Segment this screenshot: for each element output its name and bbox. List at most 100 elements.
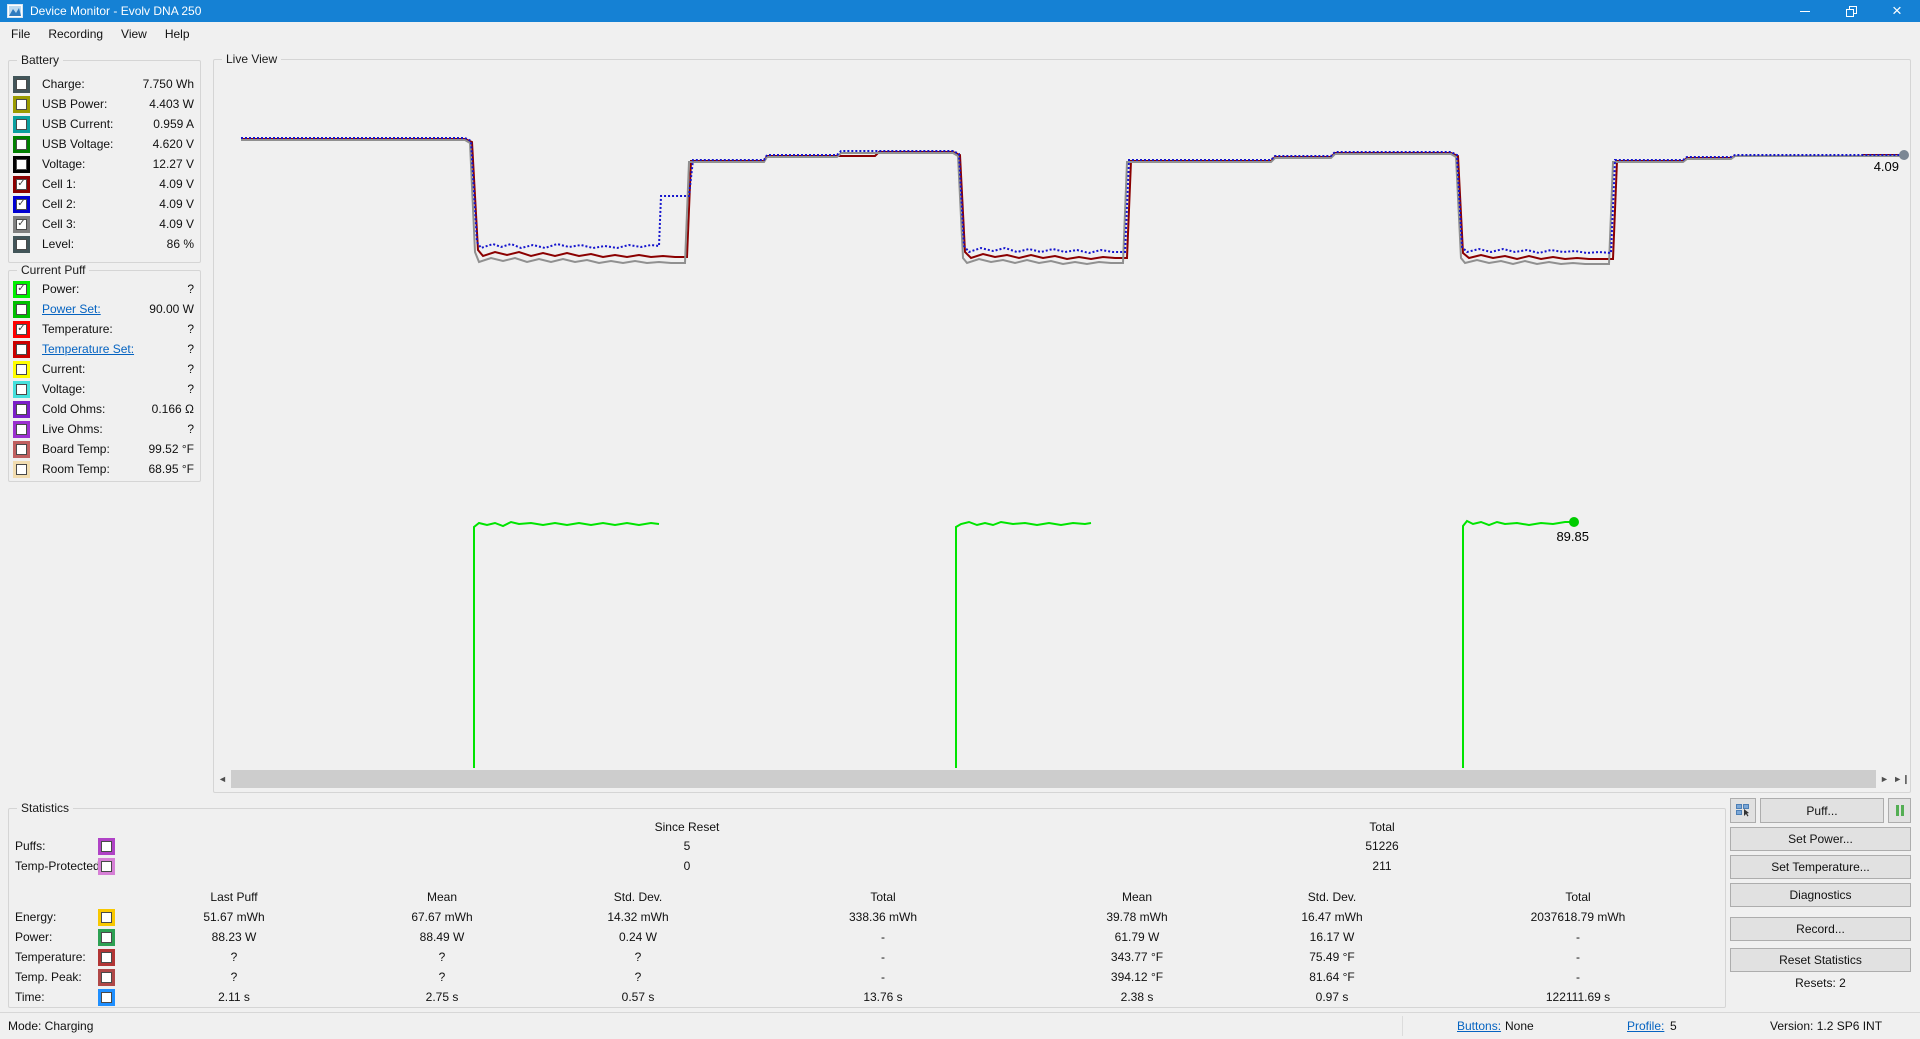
checkbox-box (16, 343, 27, 355)
puff-value-power: ? (187, 282, 194, 296)
puff-checkbox-cold-ohms[interactable] (13, 400, 30, 418)
puff-checkbox-room-temp[interactable] (13, 460, 30, 478)
puff-checkbox-temperature-set[interactable] (13, 340, 30, 358)
battery-checkbox-usb-current[interactable] (13, 115, 30, 133)
statistics-checkbox-time[interactable] (98, 989, 115, 1006)
puff-label-cold-ohms: Cold Ohms: (42, 402, 106, 416)
checkbox-box (16, 403, 27, 415)
statistics-checkbox-temp-protected[interactable] (98, 858, 115, 875)
battery-value-usb-current: 0.959 A (153, 117, 194, 131)
statistics-checkbox-temp-peak[interactable] (98, 969, 115, 986)
puff-button[interactable]: Puff... (1760, 798, 1884, 823)
restore-icon (1845, 5, 1857, 17)
battery-checkbox-level[interactable] (13, 235, 30, 253)
statistics-checkbox-temperature[interactable] (98, 949, 115, 966)
puff-checkbox-power[interactable]: ✓ (13, 280, 30, 298)
stats-cell-temperature-4: 343.77 °F (1110, 950, 1164, 964)
puff-value-temperature: ? (187, 322, 194, 336)
battery-checkbox-cell-3[interactable]: ✓ (13, 215, 30, 233)
checkbox-box (16, 158, 27, 170)
battery-value-charge: 7.750 Wh (142, 77, 194, 91)
puff-value-cold-ohms: 0.166 Ω (151, 402, 194, 416)
puff-checkbox-power-set[interactable] (13, 300, 30, 318)
buttons-link[interactable]: Buttons: (1457, 1019, 1502, 1033)
stats-column-header-3-total: Total (870, 890, 896, 904)
stats-column-header-5-std-dev: Std. Dev. (1307, 890, 1357, 904)
stats-cell-energy-2: 14.32 mWh (607, 910, 669, 924)
profile-link[interactable]: Profile: (1627, 1019, 1665, 1033)
version-label: Version: 1.2 SP6 INT (1770, 1019, 1883, 1033)
battery-row-level: Level: 86 % (9, 234, 200, 254)
scroll-to-end-button[interactable]: ►❙ (1893, 770, 1910, 788)
scrollbar-track[interactable] (231, 770, 1876, 788)
statistics-checkbox-power[interactable] (98, 929, 115, 946)
battery-row-cell-3: ✓ Cell 3: 4.09 V (9, 214, 200, 234)
stats-cell-power-5: 16.17 W (1309, 930, 1355, 944)
statistics-counter-label-puffs: Puffs: (15, 839, 46, 853)
pause-button[interactable] (1888, 798, 1911, 823)
scroll-left-button[interactable]: ◄ (214, 770, 231, 788)
menu-item-help[interactable]: Help (164, 26, 190, 41)
battery-value-cell-3: 4.09 V (159, 217, 194, 231)
puff-checkbox-current[interactable] (13, 360, 30, 378)
diagnostics-button[interactable]: Diagnostics (1730, 883, 1911, 907)
statistics-counter-label-temp-protected: Temp-Protected: (15, 859, 104, 873)
reset-statistics-button[interactable]: Reset Statistics (1730, 948, 1911, 972)
scroll-right-button[interactable]: ► (1876, 770, 1893, 788)
record-button[interactable]: Record... (1730, 917, 1911, 941)
puff-label-voltage: Voltage: (42, 382, 86, 396)
puff-button-label: Puff... (1806, 803, 1838, 818)
battery-row-usb-power: USB Power: 4.403 W (9, 94, 200, 114)
current-point-marker (1899, 150, 1909, 160)
puff-checkbox-temperature[interactable]: ✓ (13, 320, 30, 338)
battery-label-cell-3: Cell 3: (42, 217, 77, 231)
set-temperature-button[interactable]: Set Temperature... (1730, 855, 1911, 879)
battery-group-title: Battery (17, 53, 64, 67)
battery-row-charge: Charge: 7.750 Wh (9, 74, 200, 94)
battery-label-usb-power: USB Power: (42, 97, 108, 111)
minimize-button[interactable] (1782, 0, 1828, 22)
battery-checkbox-charge[interactable] (13, 75, 30, 93)
puff-row-current: Current:? (9, 359, 200, 379)
battery-checkbox-usb-voltage[interactable] (13, 135, 30, 153)
scrollbar-thumb[interactable] (231, 770, 1876, 788)
menu-item-recording[interactable]: Recording (48, 26, 104, 41)
battery-checkbox-cell-2[interactable]: ✓ (13, 195, 30, 213)
current-point-marker (1569, 517, 1579, 527)
statistics-checkbox-energy[interactable] (98, 909, 115, 926)
checkbox-box (101, 841, 112, 852)
close-button[interactable]: × (1874, 0, 1920, 22)
stats-cell-time-5: 0.97 s (1315, 990, 1349, 1004)
restore-button[interactable] (1828, 0, 1874, 22)
checkbox-box (16, 423, 27, 435)
battery-checkbox-voltage[interactable] (13, 155, 30, 173)
battery-checkbox-usb-power[interactable] (13, 95, 30, 113)
series-line (1462, 519, 1574, 768)
stats-cell-temp-peak-1: ? (438, 970, 446, 984)
battery-row-cell-1: ✓ Cell 1: 4.09 V (9, 174, 200, 194)
battery-row-voltage: Voltage: 12.27 V (9, 154, 200, 174)
pin-chart-button[interactable] (1730, 798, 1756, 823)
stats-cell-temperature-6: - (1576, 950, 1580, 964)
menu-item-view[interactable]: View (121, 26, 147, 41)
puff-checkbox-board-temp[interactable] (13, 440, 30, 458)
statusbar-separator (1402, 1016, 1403, 1036)
battery-label-voltage: Voltage: (42, 157, 86, 171)
stats-cell-power-1: 88.49 W (419, 930, 465, 944)
puff-checkbox-voltage[interactable] (13, 380, 30, 398)
puff-label-temperature-set[interactable]: Temperature Set: (42, 342, 135, 356)
battery-label-charge: Charge: (42, 77, 85, 91)
statistics-checkbox-puffs[interactable] (98, 838, 115, 855)
battery-label-usb-current: USB Current: (42, 117, 114, 131)
puff-value-live-ohms: ? (187, 422, 194, 436)
puff-checkbox-live-ohms[interactable] (13, 420, 30, 438)
statistics-row-label-temp-peak: Temp. Peak: (15, 970, 82, 984)
checkbox-box: ✓ (16, 198, 27, 210)
stats-cell-temperature-2: ? (634, 950, 642, 964)
menu-item-file[interactable]: File (11, 26, 31, 41)
set-power-button[interactable]: Set Power... (1730, 827, 1911, 851)
puff-label-power-set[interactable]: Power Set: (42, 302, 101, 316)
puff-label-current: Current: (42, 362, 86, 376)
stats-cell-power-6: - (1576, 930, 1580, 944)
battery-checkbox-cell-1[interactable]: ✓ (13, 175, 30, 193)
